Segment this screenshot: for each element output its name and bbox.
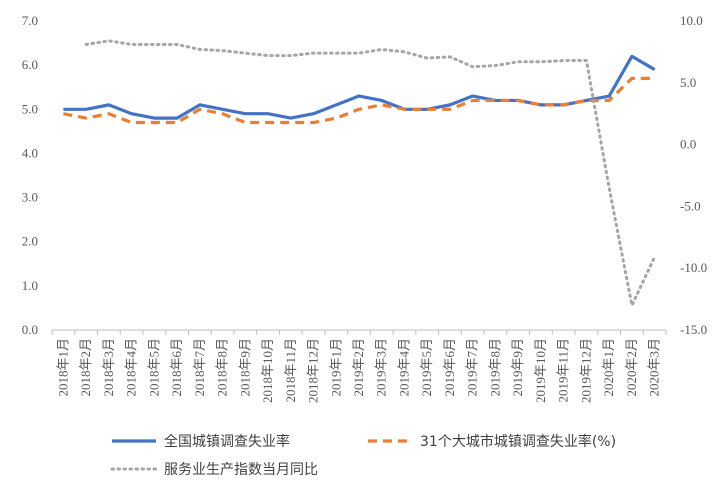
right-axis: -15.0 -10.0 -5.0 0.0 5.0 10.0 — [680, 13, 707, 337]
left-axis-tick-label: 3.0 — [22, 190, 38, 205]
x-axis-tick-label: 2020年2月 — [624, 338, 639, 397]
x-axis-tick-label: 2019年4月 — [396, 338, 411, 397]
x-axis-tick-label: 2018年1月 — [55, 338, 70, 397]
x-axis-tick-label: 2019年12月 — [578, 338, 593, 403]
right-axis-tick-label: -15.0 — [680, 322, 707, 337]
left-axis-tick-label: 0.0 — [22, 322, 38, 337]
right-axis-tick-label: -5.0 — [680, 198, 701, 213]
x-axis-tick-label: 2019年3月 — [374, 338, 389, 397]
right-axis-tick-label: 10.0 — [680, 13, 703, 28]
x-axis-tick-label: 2018年10月 — [260, 338, 275, 403]
x-axis-tick-label: 2019年1月 — [328, 338, 343, 397]
series-line-1 — [63, 54, 656, 120]
x-axis-tick-label: 2019年9月 — [510, 338, 525, 397]
x-axis-tick-label: 2018年2月 — [78, 338, 93, 397]
x-axis-tick-label: 2019年5月 — [419, 338, 434, 397]
legend: 全国城镇调查失业率 31个大城市城镇调查失业率(%) 服务业生产指数当月同比 — [110, 433, 616, 478]
series-line-3 — [84, 39, 657, 307]
left-axis-tick-label: 4.0 — [22, 145, 38, 160]
x-axis-tick-label: 2019年10月 — [533, 338, 548, 403]
x-axis-tick-label: 2018年5月 — [146, 338, 161, 397]
right-axis-tick-label: 5.0 — [680, 75, 696, 90]
x-axis-tick-label: 2018年3月 — [101, 338, 116, 397]
x-axis-tick-label: 2019年7月 — [465, 338, 480, 397]
x-axis-tick-label: 2020年3月 — [647, 338, 662, 397]
x-axis-tick-label: 2018年6月 — [169, 338, 184, 397]
x-axis-tick-label: 2018年9月 — [237, 338, 252, 397]
x-axis-tick-label: 2020年1月 — [601, 338, 616, 397]
left-axis-tick-label: 1.0 — [22, 278, 38, 293]
left-axis-tick-label: 7.0 — [22, 13, 38, 28]
left-axis-tick-label: 5.0 — [22, 101, 38, 116]
x-axis-tick-label: 2019年2月 — [351, 338, 366, 397]
x-axis-tick-label: 2019年6月 — [442, 338, 457, 397]
left-axis: 0.0 1.0 2.0 3.0 4.0 5.0 6.0 7.0 — [22, 13, 38, 337]
x-axis-tick-label: 2018年12月 — [306, 338, 321, 403]
legend-label: 全国城镇调查失业率 — [164, 433, 290, 450]
x-axis-tick-label: 2019年8月 — [487, 338, 502, 397]
x-axis-tick-label: 2018年11月 — [283, 338, 298, 403]
x-axis-tick-label: 2018年7月 — [192, 338, 207, 397]
right-axis-tick-label: 0.0 — [680, 137, 696, 152]
right-axis-tick-label: -10.0 — [680, 260, 707, 275]
series-line-2 — [63, 76, 655, 125]
left-axis-tick-label: 2.0 — [22, 234, 38, 249]
legend-label: 31个大城市城镇调查失业率(%) — [420, 433, 616, 450]
legend-label: 服务业生产指数当月同比 — [164, 462, 318, 478]
x-axis-tick-label: 2019年11月 — [556, 338, 571, 403]
x-axis: 2018年1月 2018年2月 2018年3月 2018年4月 2018年5月 2018年… — [51, 329, 667, 403]
series-layer — [63, 39, 657, 307]
x-axis-tick-label: 2018年4月 — [124, 338, 139, 397]
left-axis-tick-label: 6.0 — [22, 57, 38, 72]
x-axis-tick-label: 2018年8月 — [215, 338, 230, 397]
